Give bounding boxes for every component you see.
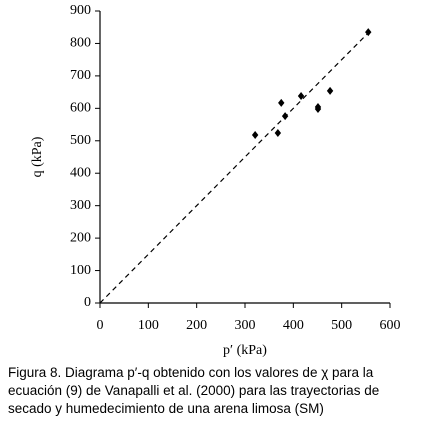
y-tick-label: 100	[70, 263, 91, 278]
x-tick-label: 500	[331, 318, 352, 333]
y-tick-label: 800	[70, 36, 91, 51]
y-tick-label: 700	[70, 68, 91, 83]
data-point	[297, 92, 305, 101]
y-tick-label: 300	[70, 198, 91, 213]
y-tick-label: 600	[70, 101, 91, 116]
data-point	[281, 112, 289, 121]
caption: Figura 8. Diagrama p′-q obtenido con los…	[8, 365, 380, 416]
y-tick-label: 900	[70, 3, 91, 18]
y-tick-label: 400	[70, 165, 91, 180]
x-tick-label: 200	[186, 318, 207, 333]
chart: p′ (kPa) q (kPa) 0 100 200 300 400 500 600 700 8…	[30, 3, 401, 358]
x-tick-label: 600	[380, 318, 401, 333]
y-tick-label: 200	[70, 230, 91, 245]
y-tick-label: 0	[84, 295, 91, 310]
data-point	[314, 104, 322, 113]
x-tick-label: 400	[283, 318, 304, 333]
trend-line	[99, 30, 372, 304]
data-point	[251, 130, 259, 139]
x-tick-label: 300	[235, 318, 256, 333]
x-tick-label: 0	[97, 318, 104, 333]
x-axis-label: p′ (kPa)	[223, 343, 267, 358]
data-point	[274, 128, 282, 137]
x-tick-label: 100	[138, 318, 159, 333]
y-axis-label: q (kPa)	[30, 136, 45, 177]
data-point	[278, 98, 285, 107]
data-point	[326, 86, 334, 95]
data-point	[365, 28, 372, 37]
y-tick-label: 500	[70, 133, 91, 148]
